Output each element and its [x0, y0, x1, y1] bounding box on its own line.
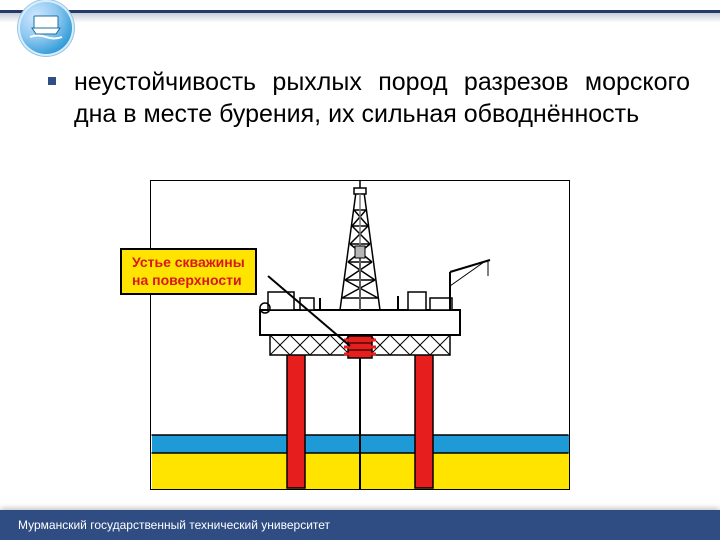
rig-diagram: Устье скважины на поверхности [150, 180, 570, 490]
callout-label: Устье скважины на поверхности [120, 248, 257, 295]
slide: неустойчивость рыхлых пород разрезов мор… [0, 0, 720, 540]
footer-bar: Мурманский государственный технический у… [0, 510, 720, 540]
footer-text: Мурманский государственный технический у… [0, 510, 720, 532]
rig-svg [150, 180, 570, 490]
university-logo-icon [18, 0, 74, 56]
bullet-text: неустойчивость рыхлых пород разрезов мор… [74, 66, 690, 130]
callout-line2: на поверхности [132, 272, 242, 288]
bullet-marker-icon [48, 77, 56, 85]
callout-line1: Устье скважины [132, 254, 245, 270]
header-shadow [0, 13, 720, 23]
bullet-item: неустойчивость рыхлых пород разрезов мор… [48, 66, 690, 130]
